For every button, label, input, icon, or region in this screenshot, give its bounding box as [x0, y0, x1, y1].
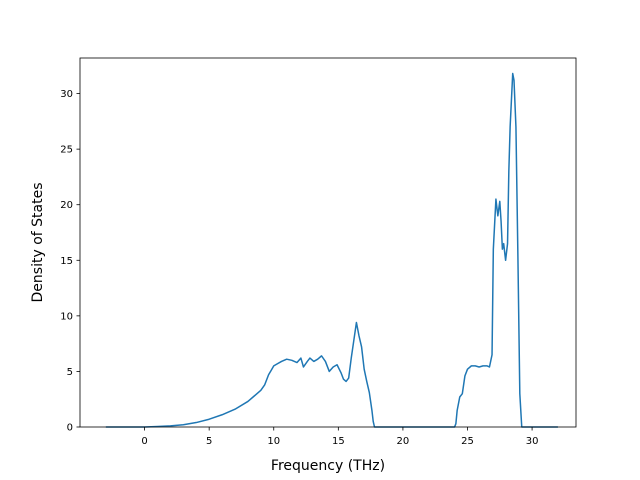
y-axis-label: Density of States	[30, 183, 46, 303]
x-tick-label: 20	[397, 436, 410, 447]
x-tick-label: 25	[461, 436, 474, 447]
x-tick-label: 30	[526, 436, 539, 447]
x-tick-label: 15	[332, 436, 345, 447]
dos-series-line	[105, 72, 558, 428]
x-tick-label: 0	[141, 436, 147, 447]
y-tick-label: 20	[60, 200, 73, 211]
y-axis-ticks: 0 5 10 15 20 25 30	[60, 89, 80, 434]
x-tick-label: 5	[206, 436, 212, 447]
axes-frame	[79, 57, 577, 428]
x-tick-label: 10	[267, 436, 280, 447]
y-tick-label: 25	[60, 145, 73, 156]
plot-layer	[105, 72, 558, 428]
y-tick-label: 0	[67, 423, 73, 434]
y-tick-label: 15	[60, 256, 73, 267]
y-tick-label: 5	[67, 367, 73, 378]
y-tick-label: 10	[60, 311, 73, 322]
x-axis-label: Frequency (THz)	[271, 458, 385, 474]
y-tick-label: 30	[60, 89, 73, 100]
x-axis-ticks: 0 5 10 15 20 25 30	[141, 427, 538, 447]
